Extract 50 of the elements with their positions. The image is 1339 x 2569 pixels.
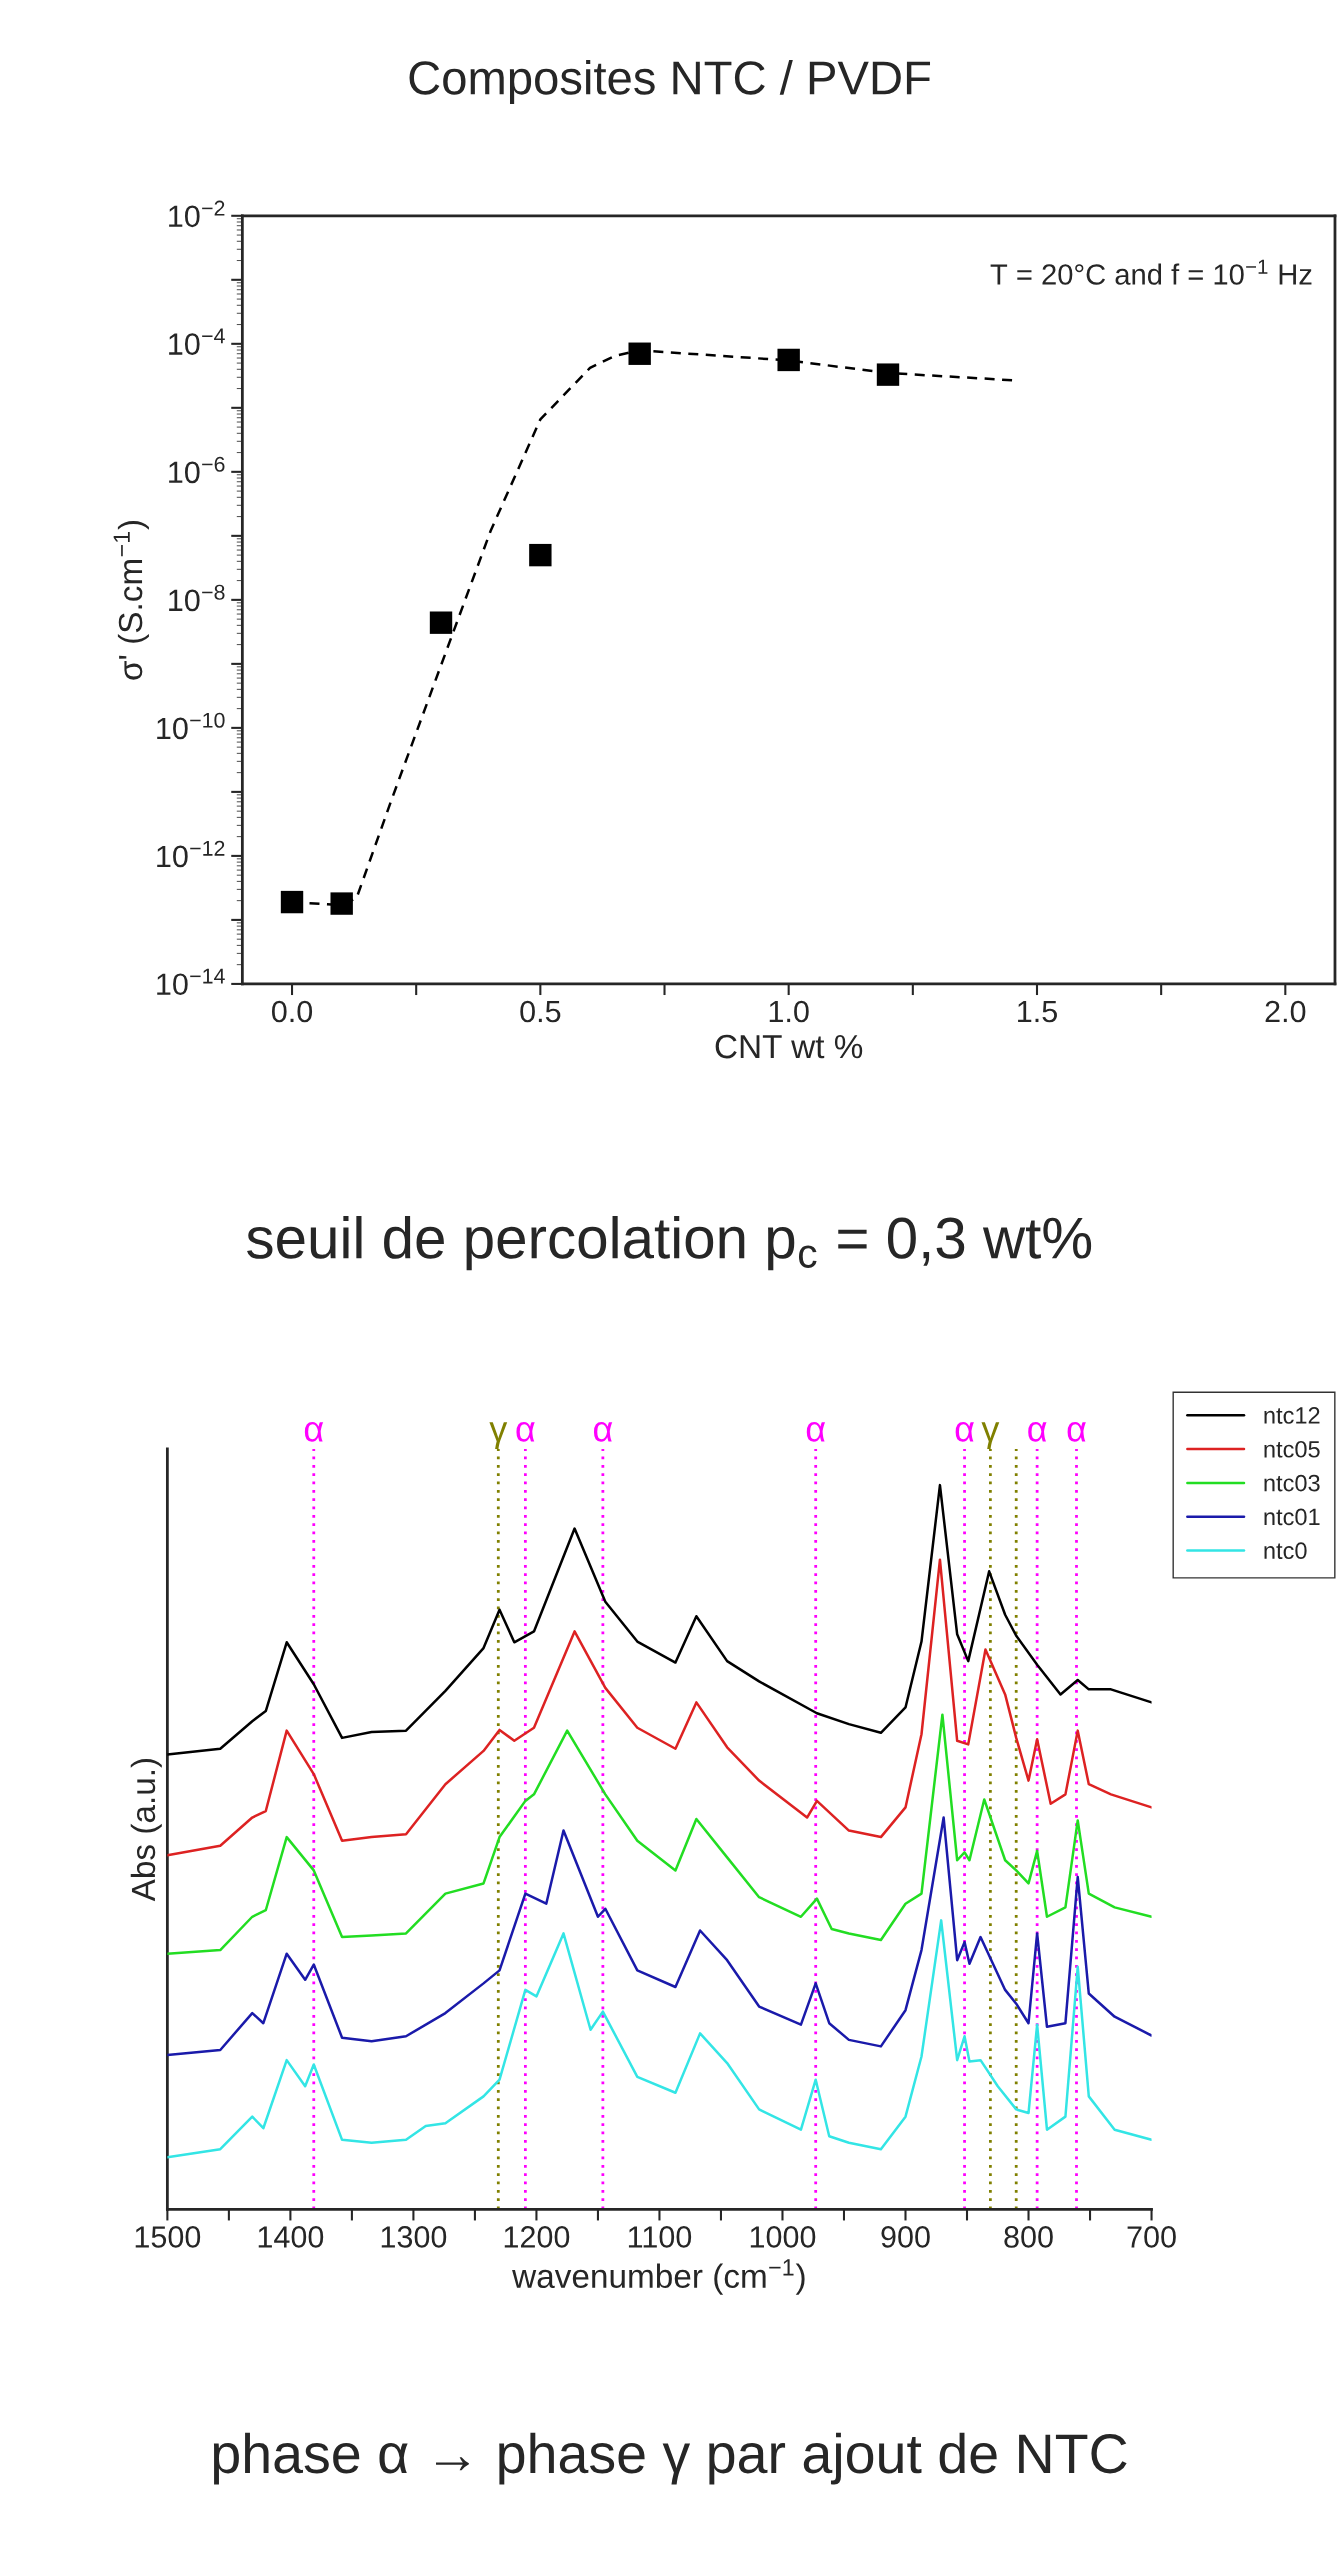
x-tick-label: 1.5 <box>1018 1001 1057 1023</box>
ref-line-label: α <box>955 1421 974 1442</box>
x-tick-label: 700 <box>1127 2226 1176 2248</box>
x-tick-label: 1500 <box>135 2226 201 2248</box>
point <box>628 342 651 365</box>
y-tick-label: 10$^{−6}$ <box>169 456 225 484</box>
y-tick-label: 10$^{−12}$ <box>157 840 225 868</box>
x-tick-label: 2.0 <box>1265 1000 1306 1023</box>
x-axis-title: wavenumber (cm$^{−1}$) <box>512 2259 805 2295</box>
legend-label: ntc05 <box>1264 1440 1320 1458</box>
legend-label: ntc0 <box>1264 1542 1307 1560</box>
x-tick-label: 0.5 <box>520 1000 561 1023</box>
y-tick-label: 10$^{−4}$ <box>169 328 225 355</box>
point <box>429 611 453 634</box>
y-tick-label: 10$^{−14}$ <box>157 968 225 996</box>
x-tick-label: 800 <box>1004 2226 1053 2248</box>
point <box>529 543 552 567</box>
ref-line-label: α <box>516 1421 535 1442</box>
ref-line-label: α <box>806 1421 826 1442</box>
x-tick-label: 1000 <box>750 2226 816 2248</box>
x-tick-label: 1.0 <box>769 1000 809 1023</box>
legend-label: ntc03 <box>1264 1474 1320 1492</box>
text: phase α → phase γ par ajout de NTC <box>213 2432 1127 2485</box>
y-tick-label: 10$^{−2}$ <box>169 200 225 228</box>
legend-label: ntc01 <box>1264 1508 1320 1526</box>
y-axis-title: Abs (a.u.) <box>130 1758 162 1902</box>
point <box>330 892 353 915</box>
y-tick-label: 10$^{−8}$ <box>169 584 225 612</box>
point <box>876 363 900 386</box>
x-tick-label: 900 <box>881 2226 930 2248</box>
point <box>280 890 304 914</box>
y-tick-label: 10$^{−10}$ <box>157 712 225 740</box>
x-tick-label: 0.0 <box>271 1000 313 1023</box>
point <box>777 348 800 372</box>
x-tick-label: 1200 <box>504 2226 570 2248</box>
y-axis-title: σ' (S.cm$^{−1}$) <box>113 520 149 680</box>
chart-title: Composites NTC / PVDF <box>409 59 931 105</box>
x-tick-label: 1100 <box>628 2226 692 2248</box>
text: seuil de percolation p$_{c}$ = 0,3 wt% <box>247 1215 1092 1271</box>
legend-label: ntc12 <box>1264 1407 1320 1424</box>
ref-line-label: α <box>304 1421 324 1442</box>
ref-line-label: γ <box>489 1422 508 1449</box>
annotation: T = 20°C and f = 10$^{−1}$ Hz <box>990 259 1312 285</box>
x-tick-label: 1400 <box>258 2226 324 2248</box>
ref-line-label: α <box>1028 1421 1047 1442</box>
ref-line-label: α <box>1067 1421 1086 1442</box>
ref-line-label: γ <box>981 1422 1000 1449</box>
ref-line-label: α <box>593 1421 613 1442</box>
x-tick-label: 1300 <box>381 2226 447 2248</box>
x-axis-title: CNT wt % <box>715 1034 863 1059</box>
